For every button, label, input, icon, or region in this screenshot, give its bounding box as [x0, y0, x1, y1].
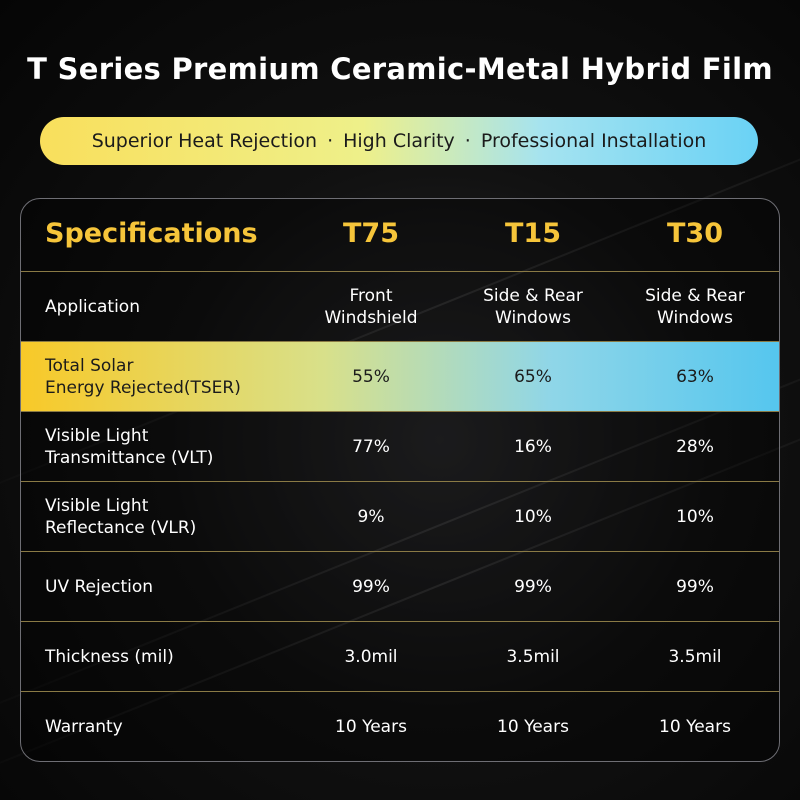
tagline-item: High Clarity: [343, 130, 455, 152]
table-row: Specifications T75 T15 T30: [21, 199, 779, 269]
label-cell: Visible Light Reflectance (VLR): [45, 496, 197, 538]
table-row: UV Rejection 99% 99% 99%: [21, 551, 779, 622]
label-cell: Warranty: [45, 717, 123, 737]
table-row: Application Front Windshield Side & Rear W…: [21, 271, 779, 342]
table-row: Thickness (mil) 3.0mil 3.5mil 3.5mil: [21, 621, 779, 692]
table-row: Warranty 10 Years 10 Years 10 Years: [21, 691, 779, 761]
value-cell: 3.5mil: [506, 647, 560, 667]
label-cell: Total Solar Energy Rejected(TSER): [45, 356, 241, 398]
value-cell: 10 Years: [497, 717, 569, 737]
table-row: Visible Light Reflectance (VLR) 9% 10% 10%: [21, 481, 779, 552]
label-cell: UV Rejection: [45, 577, 154, 597]
tagline-item: ·: [327, 130, 334, 152]
tagline: Superior Heat Rejection · High Clarity · Pro…: [40, 117, 758, 165]
value-cell: 63%: [676, 367, 714, 387]
value-cell: 28%: [676, 437, 714, 457]
value-cell: 9%: [357, 507, 385, 527]
label-cell: Thickness (mil): [45, 647, 174, 667]
value-cell: 16%: [514, 437, 552, 457]
value-cell: 10 Years: [335, 717, 407, 737]
title: T Series Premium Ceramic-Metal Hybrid Fi…: [27, 52, 773, 86]
value-cell: T30: [667, 218, 723, 249]
label-cell: Specifications: [45, 218, 258, 249]
label-cell: Visible Light Transmittance (VLT): [45, 426, 214, 468]
value-cell: 3.5mil: [668, 647, 722, 667]
tagline-item: ·: [464, 130, 471, 152]
value-cell: Side & Rear Windows: [645, 286, 745, 328]
table-row: Total Solar Energy Rejected(TSER) 55% 65% 6…: [21, 341, 779, 412]
value-cell: 65%: [514, 367, 552, 387]
value-cell: Front Windshield: [324, 286, 418, 328]
value-cell: 99%: [352, 577, 390, 597]
value-cell: 99%: [514, 577, 552, 597]
value-cell: Side & Rear Windows: [483, 286, 583, 328]
spec-table: Specifications T75 T15 T30 Application Front …: [20, 198, 780, 762]
label-cell: Application: [45, 297, 140, 317]
value-cell: T75: [343, 218, 399, 249]
value-cell: 99%: [676, 577, 714, 597]
value-cell: T15: [505, 218, 561, 249]
value-cell: 3.0mil: [344, 647, 398, 667]
value-cell: 10%: [676, 507, 714, 527]
value-cell: 55%: [352, 367, 390, 387]
value-cell: 77%: [352, 437, 390, 457]
tagline-item: Professional Installation: [480, 130, 707, 152]
tagline-item: Superior Heat Rejection: [91, 130, 318, 152]
table-row: Visible Light Transmittance (VLT) 77% 16% 2…: [21, 411, 779, 482]
value-cell: 10%: [514, 507, 552, 527]
value-cell: 10 Years: [659, 717, 731, 737]
